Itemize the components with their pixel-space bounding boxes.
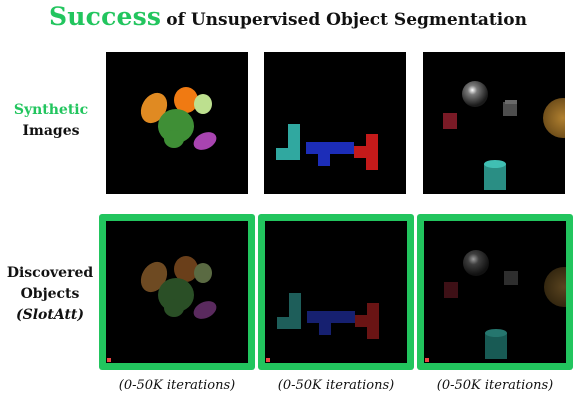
iterations-label-blobs: (0-50K iterations) — [118, 378, 236, 393]
row-label-discovered-line1: Discovered — [6, 265, 94, 281]
slide-title: Success of Unsupervised Object Segmentat… — [0, 2, 576, 35]
progress-indicator — [425, 358, 429, 362]
discovered-objects-frame-clevr — [417, 214, 573, 370]
iterations-label-tetris: (0-50K iterations) — [277, 378, 395, 393]
tetris-reconstruction — [277, 293, 379, 339]
row-label-discovered-line2: Objects — [20, 286, 80, 302]
blobs-reconstruction — [140, 256, 217, 319]
title-rest: of Unsupervised Object Segmentation — [166, 10, 527, 30]
discovered-objects-tetris — [265, 221, 407, 363]
synthetic-image-clevr — [423, 52, 565, 194]
synthetic-image-blobs — [106, 52, 248, 194]
clevr-scene — [443, 81, 565, 190]
progress-indicator — [266, 358, 270, 362]
row-label-synthetic-line1: Synthetic — [13, 102, 89, 118]
discovered-objects-frame-blobs — [99, 214, 255, 370]
tetris-scene — [276, 124, 378, 170]
title-accent: Success — [49, 2, 162, 31]
discovered-objects-blobs — [106, 221, 248, 363]
row-label-discovered-line3: (SlotAtt) — [15, 307, 85, 323]
progress-indicator — [107, 358, 111, 362]
discovered-objects-frame-tetris — [258, 214, 414, 370]
synthetic-image-tetris — [264, 52, 406, 194]
row-label-synthetic-line2: Images — [22, 123, 80, 139]
blobs-scene — [140, 87, 217, 150]
row-label-synthetic: Synthetic Images — [6, 100, 96, 142]
iterations-label-clevr: (0-50K iterations) — [436, 378, 554, 393]
row-label-discovered: Discovered Objects (SlotAtt) — [2, 263, 98, 326]
clevr-reconstruction — [444, 250, 566, 359]
discovered-objects-clevr — [424, 221, 566, 363]
